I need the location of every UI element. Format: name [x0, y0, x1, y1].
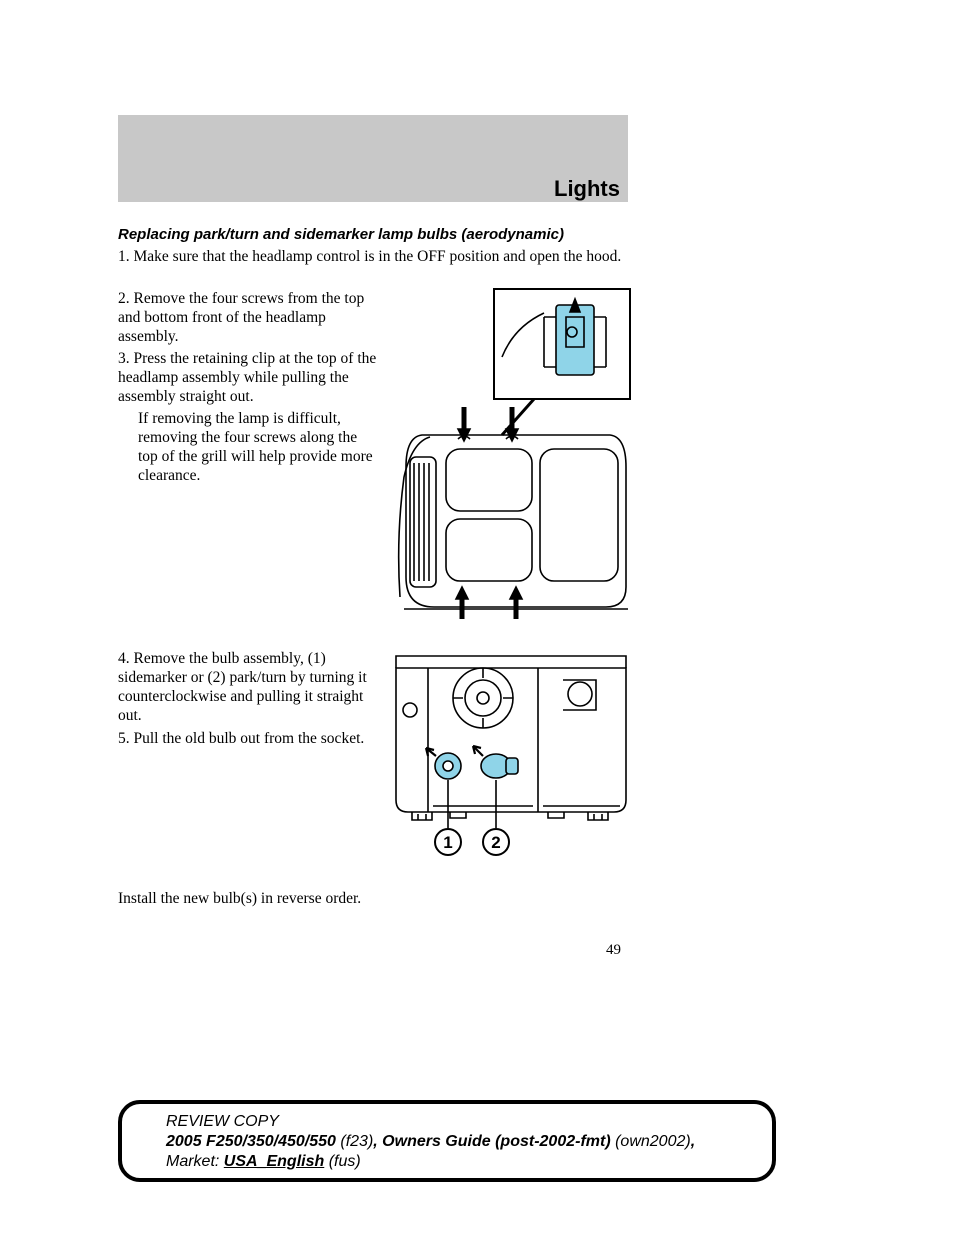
figure-2-headlamp-rear: 1 2 — [388, 650, 634, 862]
review-line-2: 2005 F250/350/450/550 (f23), Owners Guid… — [166, 1132, 728, 1152]
review-market: USA_English — [224, 1153, 324, 1170]
review-market-label: Market: — [166, 1153, 224, 1170]
review-line-3: Market: USA_English (fus) — [166, 1152, 728, 1172]
step-2: 2. Remove the four screws from the top a… — [118, 290, 378, 347]
figure-1-headlamp-front — [394, 287, 634, 622]
review-model-code: (f23) — [336, 1133, 373, 1150]
page-number: 49 — [606, 942, 621, 959]
subheading: Replacing park/turn and sidemarker lamp … — [118, 226, 658, 243]
step-3: 3. Press the retaining clip at the top o… — [118, 350, 382, 407]
review-model: 2005 F250/350/450/550 — [166, 1133, 336, 1150]
section-title: Lights — [118, 176, 628, 202]
step-1: 1. Make sure that the headlamp control i… — [118, 248, 626, 267]
final-instruction: Install the new bulb(s) in reverse order… — [118, 890, 518, 909]
review-guide-code: (own2002) — [611, 1133, 691, 1150]
review-copy-box: REVIEW COPY 2005 F250/350/450/550 (f23),… — [118, 1100, 776, 1182]
review-line-1: REVIEW COPY — [166, 1112, 728, 1132]
callout-2-label: 2 — [491, 833, 500, 852]
step-5: 5. Pull the old bulb out from the socket… — [118, 730, 376, 749]
step-4: 4. Remove the bulb assembly, (1) sidemar… — [118, 650, 376, 726]
review-guide: , Owners Guide (post-2002-fmt) — [373, 1133, 610, 1150]
review-market-code: (fus) — [324, 1153, 360, 1170]
review-comma: , — [691, 1133, 695, 1150]
callout-1-label: 1 — [443, 833, 452, 852]
step-3-note: If removing the lamp is difficult, remov… — [138, 410, 376, 486]
